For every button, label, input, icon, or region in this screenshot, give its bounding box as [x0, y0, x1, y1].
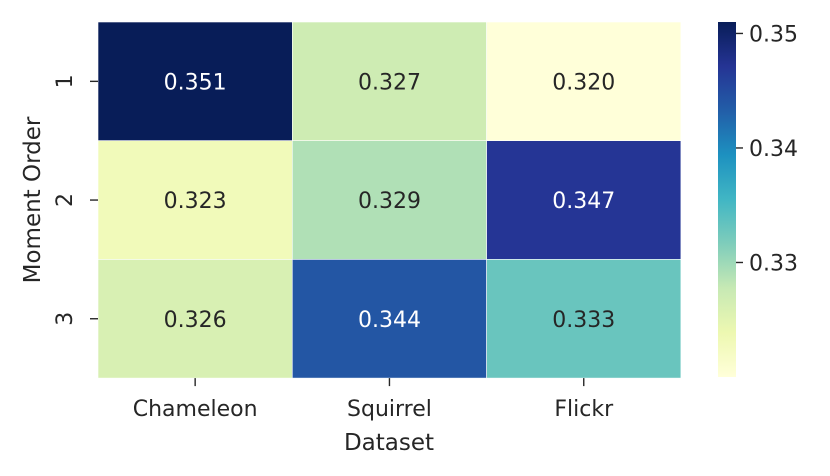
x-tick-label-2: Squirrel	[347, 397, 432, 422]
y-tick-label-2: 2	[53, 193, 78, 207]
cell-value-r2-c1: 0.323	[164, 189, 227, 214]
x-tick-label-3: Flickr	[554, 397, 614, 422]
cell-value-r3-c1: 0.326	[164, 308, 227, 333]
x-tick-label-1: Chameleon	[133, 397, 258, 422]
heatmap-cells	[97, 21, 682, 379]
x-axis-label: Dataset	[344, 430, 434, 456]
colorbar-gradient	[718, 22, 736, 377]
heatmap-cell-r1-c1	[97, 21, 293, 141]
heatmap-cell-r1-c3	[486, 21, 682, 141]
colorbar-tick-label-1: 0.33	[749, 251, 798, 276]
heatmap-cell-r2-c2	[291, 140, 487, 260]
cell-value-r3-c3: 0.333	[552, 308, 615, 333]
heatmap-cell-r3-c3	[486, 259, 682, 379]
y-tick-label-3: 3	[53, 312, 78, 326]
heatmap-cell-r2-c3	[486, 140, 682, 260]
cell-value-r1-c3: 0.320	[552, 70, 615, 95]
y-axis: 1 2 3	[53, 74, 98, 326]
cell-value-r1-c1: 0.351	[164, 70, 227, 95]
x-axis: Chameleon Squirrel Flickr	[133, 378, 614, 422]
cell-value-r3-c2: 0.344	[358, 308, 421, 333]
cell-value-r1-c2: 0.327	[358, 70, 421, 95]
y-tick-label-1: 1	[53, 74, 78, 88]
cell-labels: 0.351 0.327 0.320 0.323 0.329 0.347 0.326 0.344…	[164, 70, 616, 332]
colorbar-tick-label-3: 0.35	[749, 22, 798, 47]
colorbar: 0.33 0.34 0.35	[718, 22, 798, 377]
cell-value-r2-c3: 0.347	[552, 189, 615, 214]
colorbar-tick-label-2: 0.34	[749, 137, 798, 162]
y-axis-label: Moment Order	[20, 116, 46, 283]
heatmap-cell-r3-c2	[291, 259, 487, 379]
heatmap-cell-r3-c1	[97, 259, 293, 379]
cell-value-r2-c2: 0.329	[358, 189, 421, 214]
heatmap-cell-r2-c1	[97, 140, 293, 260]
heatmap-cell-r1-c2	[291, 21, 487, 141]
